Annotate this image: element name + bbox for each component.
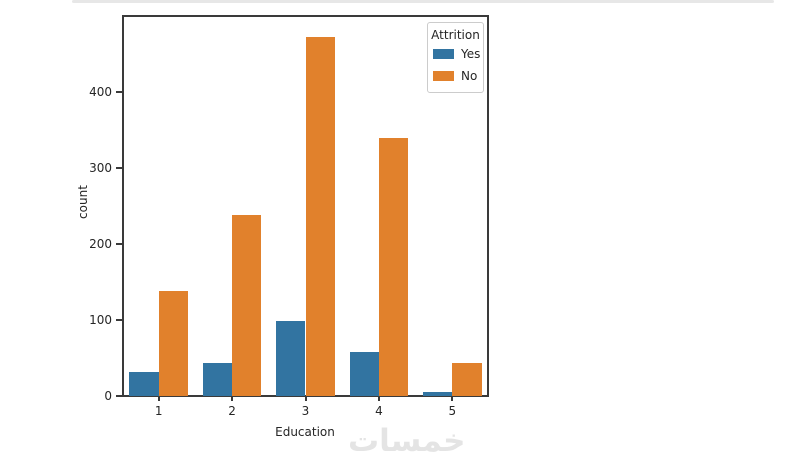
y-tick-mark	[116, 319, 122, 322]
top-divider-line	[72, 0, 774, 3]
bar-yes-education-3	[276, 321, 306, 396]
y-tick-label: 200	[89, 237, 112, 252]
x-tick-mark	[451, 396, 454, 401]
bar-no-education-4	[378, 138, 409, 396]
y-tick-mark	[116, 167, 122, 170]
bar-no-education-2	[232, 215, 262, 396]
y-tick-label: 0	[104, 389, 112, 403]
y-tick-label: 300	[89, 161, 112, 176]
bar-yes-education-1	[129, 372, 159, 396]
x-tick-mark	[304, 396, 307, 401]
legend-rows: Yes No	[428, 43, 483, 87]
bar-yes-education-4	[349, 352, 379, 396]
x-axis-label: Education	[275, 425, 335, 439]
x-tick-label: 2	[228, 404, 236, 418]
x-tick-mark	[231, 396, 234, 401]
x-tick-mark	[157, 396, 160, 401]
bar-yes-education-2	[202, 363, 233, 396]
x-tick-label: 3	[301, 404, 310, 418]
y-axis-label: count	[76, 185, 90, 219]
legend-row-no: No	[428, 65, 483, 87]
x-tick-label: 1	[154, 404, 163, 418]
legend-label-yes: Yes	[461, 47, 481, 61]
legend-swatch-yes	[433, 49, 454, 59]
legend-swatch-no	[433, 71, 454, 81]
y-tick-mark	[116, 91, 122, 94]
x-tick-label: 5	[448, 404, 457, 418]
y-tick-mark	[116, 395, 122, 397]
legend-label-no: No	[461, 69, 478, 83]
bar-no-education-1	[158, 291, 189, 396]
bar-no-education-5	[452, 363, 482, 396]
x-tick-mark	[377, 396, 380, 401]
bar-yes-education-5	[422, 392, 453, 396]
y-tick-mark	[116, 243, 122, 246]
legend-title: Attrition	[431, 28, 480, 42]
legend: Attrition Yes No	[427, 22, 484, 93]
x-tick-label: 4	[375, 404, 383, 418]
bar-no-education-3	[305, 37, 335, 396]
watermark-khamsat: خمسات	[348, 423, 466, 459]
y-tick-label: 400	[89, 85, 112, 100]
y-tick-label: 100	[89, 313, 112, 328]
legend-row-yes: Yes	[428, 43, 483, 65]
